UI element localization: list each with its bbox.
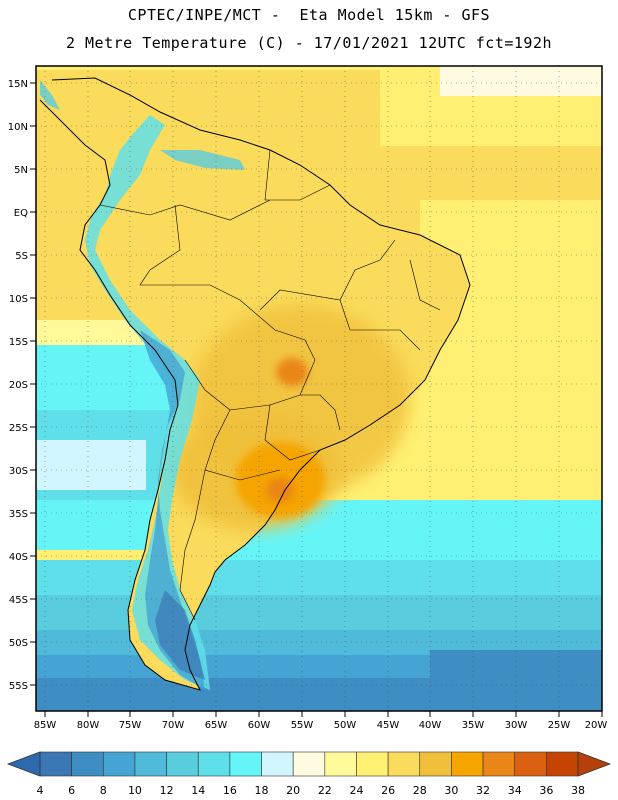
lon-label: 85W	[34, 720, 57, 731]
colorbar-cell	[514, 751, 547, 777]
colorbar-tick-label: 34	[508, 784, 522, 797]
colorbar-tick-label: 20	[286, 784, 300, 797]
map-frame	[35, 65, 603, 712]
latitude-labels: 15N 10N 5N EQ 5S 10S 15S 20S 25S 30S 35S…	[8, 79, 28, 692]
lon-label: 55W	[291, 720, 314, 731]
lat-label: 10N	[8, 122, 28, 133]
lat-label: 55S	[9, 681, 28, 692]
colorbar-cell	[419, 751, 452, 777]
colorbar-cell	[71, 751, 104, 777]
colorbar-low-arrow	[6, 751, 41, 777]
lon-label: 70W	[162, 720, 185, 731]
lon-label: 35W	[462, 720, 485, 731]
lon-label: 75W	[119, 720, 142, 731]
colorbar-cell	[39, 751, 72, 777]
colorbar-cell	[387, 751, 421, 777]
lon-label: 60W	[248, 720, 271, 731]
colorbar-tick-label: 12	[160, 784, 174, 797]
colorbar-tick-label: 4	[37, 784, 44, 797]
lon-label: 50W	[334, 720, 357, 731]
colorbar-cell	[229, 751, 262, 777]
axis-ticks	[30, 82, 603, 717]
lon-label: 65W	[205, 720, 228, 731]
colorbar-tick-label: 8	[100, 784, 107, 797]
lon-label: 30W	[505, 720, 528, 731]
colorbar-cell	[546, 751, 579, 777]
colorbar-tick-label: 38	[571, 784, 585, 797]
lon-label: 20W	[585, 720, 608, 731]
lat-label: 35S	[9, 509, 28, 520]
lon-label: 45W	[377, 720, 400, 731]
colorbar-cell	[261, 751, 294, 777]
lat-label: 25S	[9, 423, 28, 434]
colorbar: 4 6 8 10 12 14 16 18 20 22 24 26 28 30 32 34 36 38	[6, 751, 612, 797]
lat-label: 30S	[9, 466, 28, 477]
colorbar-tick-label: 6	[68, 784, 75, 797]
map-subtitle: 2 Metre Temperature (C) - 17/01/2021 12U…	[65, 34, 553, 52]
colorbar-cell	[324, 751, 357, 777]
colorbar-cell	[134, 751, 167, 777]
colorbar-tick-label: 22	[318, 784, 332, 797]
colorbar-cells	[39, 751, 579, 777]
colorbar-high-arrow	[577, 751, 612, 777]
colorbar-tick-label: 24	[349, 784, 363, 797]
lat-label: EQ	[14, 208, 28, 219]
country-borders	[99, 149, 441, 621]
colorbar-cell	[166, 751, 199, 777]
colorbar-tick-label: 36	[539, 784, 553, 797]
colorbar-cell	[482, 751, 516, 777]
colorbar-ticks: 4 6 8 10 12 14 16 18 20 22 24 26 28 30 32 34 36 38	[37, 784, 586, 797]
lat-label: 5S	[15, 251, 28, 262]
map-field	[36, 66, 602, 711]
colorbar-cell	[197, 751, 231, 777]
colorbar-tick-label: 26	[381, 784, 395, 797]
lat-label: 5N	[14, 165, 28, 176]
lat-label: 50S	[9, 638, 28, 649]
colorbar-tick-label: 30	[444, 784, 458, 797]
coastline	[39, 77, 471, 691]
colorbar-tick-label: 32	[476, 784, 490, 797]
lat-label: 10S	[9, 294, 28, 305]
colorbar-tick-label: 14	[191, 784, 205, 797]
lon-label: 25W	[548, 720, 571, 731]
lon-label: 80W	[77, 720, 100, 731]
colorbar-tick-label: 10	[128, 784, 142, 797]
lat-label: 40S	[9, 552, 28, 563]
lat-label: 15S	[9, 337, 28, 348]
colorbar-tick-label: 28	[413, 784, 427, 797]
colorbar-cell	[292, 751, 326, 777]
colorbar-cell	[356, 751, 389, 777]
lon-label: 40W	[419, 720, 442, 731]
colorbar-cell	[451, 751, 484, 777]
longitude-labels: 85W 80W 75W 70W 65W 60W 55W 50W 45W 40W …	[34, 720, 608, 731]
temperature-map: 15N 10N 5N EQ 5S 10S 15S 20S 25S 30S 35S…	[8, 65, 608, 731]
lat-label: 45S	[9, 595, 28, 606]
lat-label: 20S	[9, 380, 28, 391]
map-title: CPTEC/INPE/MCT - Eta Model 15km - GFS	[127, 6, 491, 24]
lat-label: 15N	[8, 79, 28, 90]
colorbar-tick-label: 18	[255, 784, 269, 797]
colorbar-cell	[102, 751, 136, 777]
colorbar-tick-label: 16	[223, 784, 237, 797]
